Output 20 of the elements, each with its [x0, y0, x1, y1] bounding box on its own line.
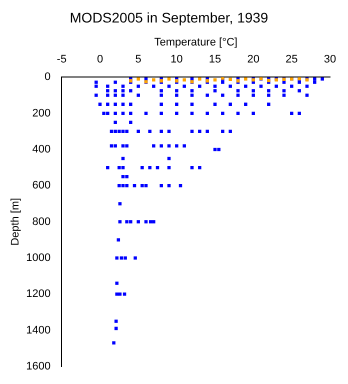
y-tick-label: 200: [32, 107, 51, 120]
x-axis-title: Temperature [°C]: [154, 36, 238, 48]
x-tick-label: 15: [208, 54, 222, 66]
y-tick-label: 800: [32, 216, 51, 228]
y-tick-label: 0: [44, 71, 51, 84]
y-tick-label: 1400: [26, 324, 51, 336]
y-tick-label: 1200: [26, 288, 51, 300]
y-tick-label: 400: [32, 144, 51, 156]
x-tick-label: 30: [324, 54, 336, 66]
x-tick-label: -5: [56, 54, 67, 66]
chart-title: MODS2005 in September, 1939: [70, 9, 268, 26]
y-tick-label: 600: [32, 180, 51, 192]
x-tick-label: 20: [247, 54, 260, 66]
x-tick-label: 25: [286, 54, 298, 66]
x-tick-label: 0: [96, 54, 104, 66]
y-tick-label: 1000: [26, 252, 51, 264]
y-axis-title: Depth [m]: [10, 198, 22, 246]
x-tick-label: 10: [170, 54, 183, 66]
y-tick-label: 1600: [26, 360, 51, 372]
x-tick-label: 5: [135, 54, 142, 66]
